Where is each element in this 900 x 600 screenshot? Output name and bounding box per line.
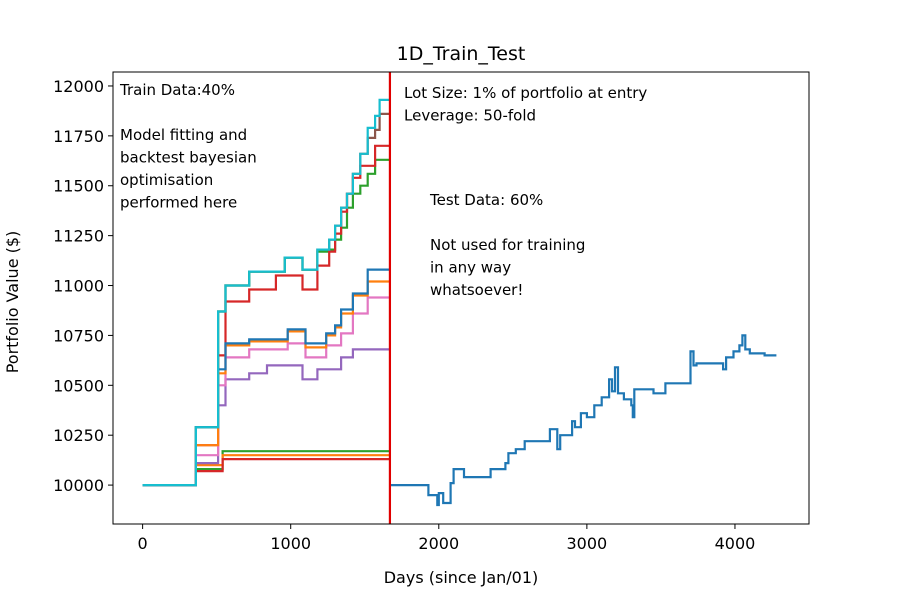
settings-note-line: Leverage: 50-fold	[404, 107, 536, 125]
y-tick-label: 11250	[53, 227, 104, 246]
test-note-line: Test Data: 60%	[429, 191, 543, 209]
test-note-line: in any way	[430, 259, 511, 277]
chart-title: 1D_Train_Test	[397, 43, 526, 65]
series-line-8	[142, 296, 390, 487]
y-tick-label: 10000	[53, 476, 104, 495]
train-note-line: performed here	[120, 194, 237, 212]
test-note-line: whatsoever!	[430, 281, 523, 299]
series-line-7	[142, 348, 390, 487]
series-line-4	[142, 458, 390, 487]
settings-note-line: Lot Size: 1% of portfolio at entry	[404, 84, 647, 102]
y-tick-label: 10250	[53, 426, 104, 445]
train-note-line: Model fitting and	[120, 126, 247, 144]
series-line-6	[142, 144, 390, 487]
series-layer	[142, 98, 777, 507]
y-tick-label: 11750	[53, 127, 104, 146]
train-note-line: backtest bayesian	[120, 149, 257, 167]
x-tick-label: 1000	[270, 534, 311, 553]
series-line-11	[142, 98, 390, 487]
train-note-line: Train Data:40%	[119, 81, 235, 99]
x-tick-label: 2000	[418, 534, 459, 553]
y-tick-label: 10750	[53, 326, 104, 345]
x-tick-label: 4000	[715, 534, 756, 553]
train-note-line: optimisation	[120, 171, 213, 189]
test-note-line: Not used for training	[430, 236, 585, 254]
y-tick-label: 10500	[53, 376, 104, 395]
x-tick-label: 0	[138, 534, 148, 553]
y-tick-label: 11000	[53, 277, 104, 296]
y-tick-label: 11500	[53, 177, 104, 196]
series-line-10	[142, 268, 390, 487]
plot-frame	[112, 71, 810, 525]
x-axis-label: Days (since Jan/01)	[384, 568, 539, 587]
annotation-layer: Train Data:40% Model fitting and backtest …	[119, 81, 647, 299]
y-axis-label: Portfolio Value ($)	[3, 231, 22, 374]
series-line-12	[389, 334, 777, 507]
tick-layer: 0 1000 2000 3000 4000 10000 10250 10500 10750 110…	[53, 77, 755, 553]
x-tick-label: 3000	[567, 534, 608, 553]
y-tick-label: 12000	[53, 77, 104, 96]
